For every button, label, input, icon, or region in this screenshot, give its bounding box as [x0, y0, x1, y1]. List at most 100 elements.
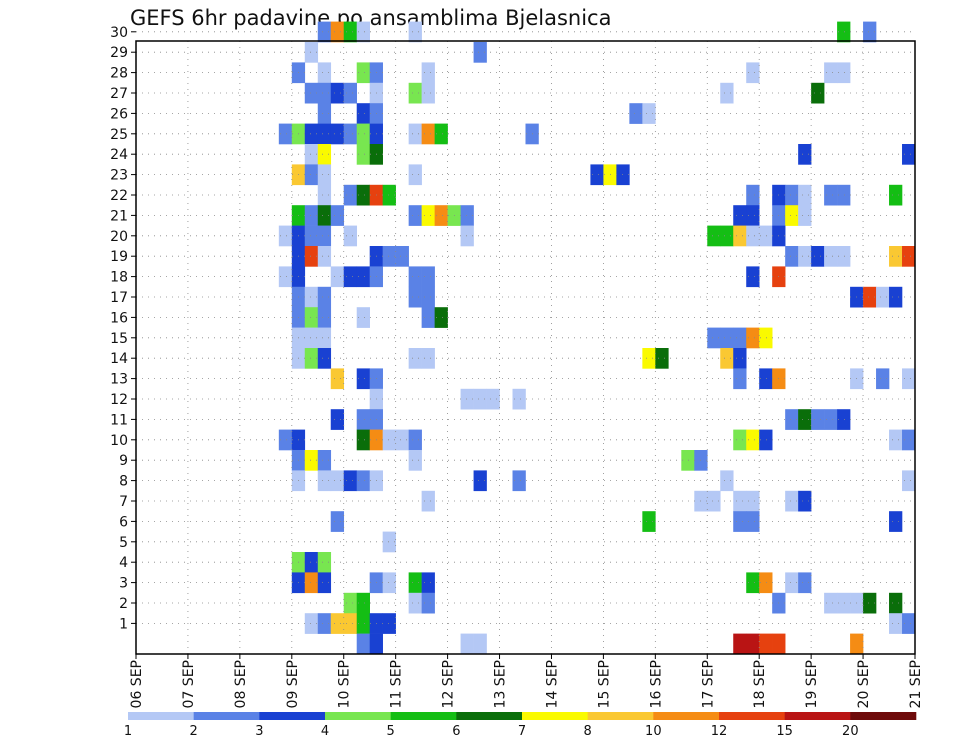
- colorbar-label: 10: [645, 724, 662, 739]
- heatmap-cell: [733, 429, 747, 451]
- colorbar-segment: [522, 712, 588, 720]
- x-tick-label: 12 SEP: [441, 660, 457, 708]
- heatmap-cell: [863, 286, 877, 308]
- heatmap-cell: [889, 592, 903, 614]
- heatmap-cell: [343, 82, 358, 104]
- heatmap-cell: [473, 633, 487, 655]
- colorbar-label: 15: [776, 724, 793, 739]
- y-tick-label: 10: [110, 433, 128, 449]
- heatmap-cell: [902, 613, 916, 634]
- heatmap-cell: [733, 225, 747, 247]
- heatmap-cell: [317, 348, 332, 369]
- heatmap-cell: [642, 348, 656, 369]
- colorbar-label: 1: [124, 724, 132, 739]
- heatmap-cell: [876, 286, 890, 308]
- heatmap-cell: [785, 572, 799, 594]
- heatmap-cell: [408, 21, 422, 43]
- heatmap-cell: [590, 164, 604, 186]
- heatmap-cell: [824, 246, 838, 267]
- heatmap-cell: [317, 82, 332, 104]
- colorbar-segment: [653, 712, 720, 720]
- heatmap-cell: [317, 286, 332, 308]
- y-tick-label: 27: [110, 86, 128, 102]
- y-tick-label: 7: [119, 494, 128, 510]
- x-tick-label: 10 SEP: [337, 660, 353, 708]
- x-tick-label: 06 SEP: [129, 660, 145, 708]
- heatmap-cell: [785, 409, 799, 430]
- y-tick-label: 28: [110, 66, 128, 82]
- heatmap-cell: [746, 633, 760, 655]
- heatmap-cell: [863, 21, 877, 43]
- heatmap-cell: [369, 633, 383, 655]
- heatmap-cell: [902, 429, 916, 451]
- heatmap-cell: [850, 633, 864, 655]
- x-tick-label: 19 SEP: [804, 660, 820, 708]
- heatmap-cell: [733, 490, 747, 512]
- heatmap-cell: [642, 511, 656, 532]
- x-tick-label: 21 SEP: [908, 660, 924, 708]
- heatmap-cell: [642, 103, 656, 124]
- heatmap-cell: [343, 225, 358, 247]
- heatmap-cell: [837, 409, 851, 430]
- heatmap-cell: [902, 144, 916, 165]
- heatmap-cell: [317, 450, 332, 471]
- heatmap-cell: [824, 409, 838, 430]
- heatmap-cell: [317, 184, 332, 206]
- colorbar-label: 4: [321, 724, 329, 739]
- heatmap-cell: [304, 82, 319, 104]
- x-axis-ticks: 06 SEP 07 SEP 08 SEP 09 SEP 10 SEP 11 SEP 12 S…: [129, 654, 924, 708]
- heatmap-cell: [343, 592, 358, 614]
- x-tick-label: 17 SEP: [700, 660, 716, 708]
- y-tick-label: 14: [110, 351, 128, 367]
- heatmap-cell: [330, 613, 345, 634]
- heatmap-cell: [304, 205, 319, 226]
- heatmap-cell: [421, 123, 435, 145]
- heatmap-cell: [889, 246, 903, 267]
- heatmap-cell: [733, 327, 747, 349]
- heatmap-cell: [317, 164, 332, 186]
- heatmap-cell: [408, 592, 422, 614]
- heatmap-cell: [902, 368, 916, 390]
- heatmap-cell: [356, 103, 370, 124]
- x-tick-label: 09 SEP: [285, 660, 301, 708]
- heatmap-cell: [408, 429, 422, 451]
- y-tick-label: 22: [110, 188, 128, 204]
- heatmap-cell: [317, 572, 332, 594]
- heatmap-cell: [759, 429, 773, 451]
- y-tick-label: 15: [110, 331, 128, 347]
- heatmap-cell: [837, 62, 851, 84]
- y-axis-ticks: 1234567891011121314151617181920212223242…: [110, 25, 136, 632]
- colorbar-segment: [325, 712, 391, 720]
- heatmap-cell: [733, 205, 747, 226]
- heatmap-cell: [304, 307, 319, 328]
- y-tick-label: 24: [110, 147, 128, 163]
- heatmap-cell: [408, 348, 422, 369]
- heatmap-cell: [746, 184, 760, 206]
- heatmap-cell: [317, 470, 332, 492]
- heatmap-cell: [837, 592, 851, 614]
- heatmap-cell: [382, 246, 396, 267]
- colorbar-label: 3: [255, 724, 263, 739]
- heatmap-cell: [317, 21, 332, 43]
- heatmap-cell: [408, 286, 422, 308]
- heatmap-cell: [720, 327, 734, 349]
- heatmap-cell: [330, 511, 345, 532]
- heatmap-cell: [473, 388, 487, 410]
- heatmap-cell: [304, 327, 319, 349]
- heatmap-cell: [421, 266, 435, 288]
- y-tick-label: 19: [110, 249, 128, 265]
- heatmap-cell: [785, 490, 799, 512]
- x-tick-label: 18 SEP: [752, 660, 768, 708]
- colorbar-segment: [719, 712, 785, 720]
- y-tick-label: 30: [110, 25, 128, 41]
- heatmap-cell: [408, 123, 422, 145]
- heatmap-cell: [343, 613, 358, 634]
- y-tick-label: 9: [119, 453, 128, 469]
- heatmap-cell: [837, 184, 851, 206]
- colorbar-segment: [193, 712, 260, 720]
- heatmap-cell: [408, 572, 422, 594]
- heatmap-cell: [772, 633, 786, 655]
- heatmap-cell: [304, 144, 319, 165]
- heatmap-cell: [720, 225, 734, 247]
